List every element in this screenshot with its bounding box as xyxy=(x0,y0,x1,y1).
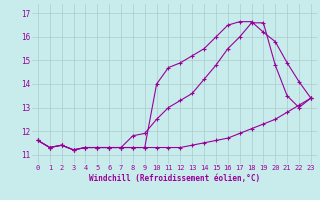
X-axis label: Windchill (Refroidissement éolien,°C): Windchill (Refroidissement éolien,°C) xyxy=(89,174,260,183)
